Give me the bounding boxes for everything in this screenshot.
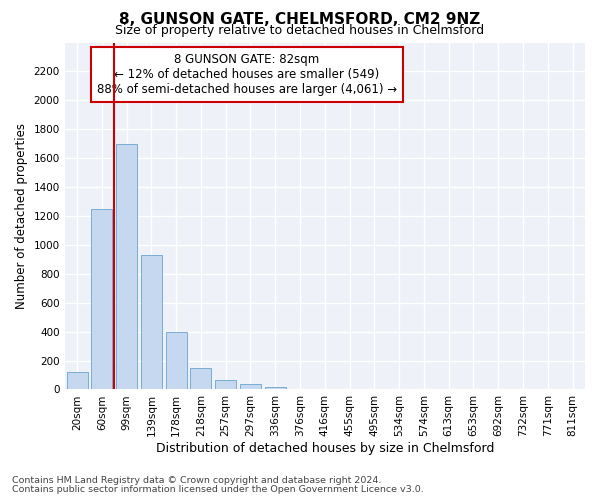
Text: Contains public sector information licensed under the Open Government Licence v3: Contains public sector information licen… [12, 485, 424, 494]
Bar [116, 144, 137, 390]
Text: Contains HM Land Registry data © Crown copyright and database right 2024.: Contains HM Land Registry data © Crown c… [12, 476, 382, 485]
Y-axis label: Number of detached properties: Number of detached properties [15, 123, 28, 309]
Text: Size of property relative to detached houses in Chelmsford: Size of property relative to detached ho… [115, 24, 485, 37]
Bar [141, 255, 162, 390]
Bar [240, 384, 261, 390]
Text: 8, GUNSON GATE, CHELMSFORD, CM2 9NZ: 8, GUNSON GATE, CHELMSFORD, CM2 9NZ [119, 12, 481, 28]
Bar [265, 386, 286, 390]
Bar [67, 372, 88, 390]
Bar [91, 209, 112, 390]
Bar [190, 368, 211, 390]
Bar [166, 332, 187, 390]
X-axis label: Distribution of detached houses by size in Chelmsford: Distribution of detached houses by size … [155, 442, 494, 455]
Text: 8 GUNSON GATE: 82sqm
← 12% of detached houses are smaller (549)
88% of semi-deta: 8 GUNSON GATE: 82sqm ← 12% of detached h… [97, 53, 397, 96]
Bar [215, 380, 236, 390]
